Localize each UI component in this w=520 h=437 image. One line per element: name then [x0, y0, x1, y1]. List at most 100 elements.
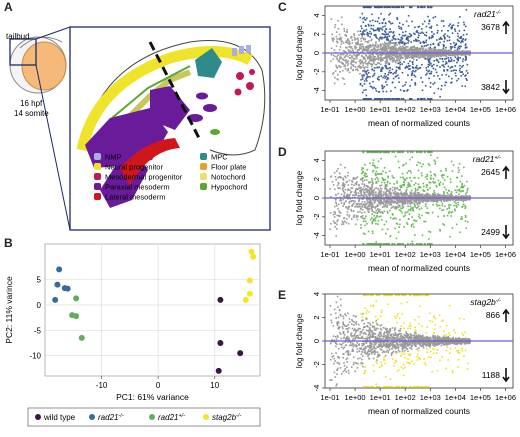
ma-point-gray: [462, 54, 465, 56]
ma-point-sig: [453, 201, 456, 203]
ma-point-sig: [398, 81, 400, 83]
ma-point-gray: [365, 347, 367, 349]
ma-point-gray: [354, 188, 357, 191]
ma-point-gray: [365, 188, 368, 191]
ma-point-gray: [346, 53, 348, 56]
ma-point-gray: [373, 62, 375, 65]
ma-point-sig: [464, 216, 467, 218]
ma-point-gray: [356, 181, 358, 183]
ma-point-sig: [458, 45, 460, 48]
ma-point-sig: [461, 39, 464, 41]
ma-point-gray: [371, 210, 373, 213]
ma-point-gray: [428, 199, 430, 201]
ma-point-cap: [382, 151, 385, 154]
ma-point-sig: [401, 38, 403, 40]
ma-point-sig: [418, 39, 420, 42]
ma-point-gray: [378, 208, 381, 211]
ma-point-gray: [468, 198, 470, 200]
ma-point-sig: [467, 187, 469, 190]
ma-point-gray: [345, 41, 348, 44]
ma-point-gray: [444, 50, 447, 53]
ma-point-gray: [428, 199, 430, 202]
ma-point-sig: [406, 172, 409, 174]
ma-point-gray: [358, 66, 361, 68]
ma-point-sig: [378, 22, 381, 25]
ma-point-gray: [362, 64, 365, 67]
ma-point-gray: [359, 43, 362, 46]
ma-point-gray: [341, 58, 344, 60]
ma-point-gray: [344, 188, 347, 191]
ma-point-gray: [415, 48, 418, 50]
ma-point-gray: [419, 202, 421, 205]
ma-point-gray: [370, 38, 373, 41]
ma-point-cap: [367, 243, 370, 245]
ma-point-sig: [464, 85, 467, 88]
ma-point-sig: [448, 25, 450, 27]
ma-point-gray: [392, 197, 395, 200]
ma-point-sig: [456, 176, 459, 179]
ma-point-sig: [461, 182, 463, 185]
ma-point-sig: [362, 33, 364, 35]
ma-point-sig: [407, 74, 409, 76]
ma-point-sig: [433, 191, 436, 194]
ma-ytick-1: 2: [312, 32, 321, 36]
ma-point-sig: [450, 58, 453, 61]
ma-point-gray: [394, 47, 397, 50]
ma-point-gray: [386, 59, 388, 62]
ma-point-gray: [352, 338, 354, 341]
ma-point-gray: [370, 45, 373, 47]
ma-point-cap: [402, 151, 404, 154]
ma-point-gray: [431, 198, 434, 201]
ma-point-sig: [383, 33, 385, 36]
ma-point-gray: [374, 51, 376, 53]
ma-point-gray: [363, 203, 365, 205]
ma-point-gray: [345, 31, 348, 33]
ma-point-sig: [361, 178, 363, 181]
ma-point-gray: [390, 199, 393, 201]
ma-point-gray: [390, 354, 393, 356]
ma-point-gray: [331, 33, 333, 36]
ma-point-sig: [448, 206, 450, 208]
ma-point-sig: [365, 80, 368, 82]
ma-point-sig: [428, 77, 430, 80]
ma-point-cap: [392, 6, 395, 9]
ma-point-gray: [329, 188, 331, 190]
ma-point-gray: [385, 195, 388, 197]
ma-point-gray: [450, 193, 452, 196]
ma-point-gray: [399, 328, 402, 330]
ma-point-gray: [366, 40, 369, 43]
ma-point-cap: [391, 243, 394, 245]
ma-point-sig: [412, 206, 414, 209]
ma-point-gray: [339, 196, 341, 199]
ma-point-gray: [357, 30, 359, 33]
ma-point-sig: [405, 81, 407, 84]
ma-point-sig: [385, 75, 388, 78]
ma-point-gray: [387, 332, 389, 334]
ma-point-gray: [338, 215, 341, 218]
ma-point-sig: [426, 175, 428, 177]
ma-point-gray: [361, 49, 364, 51]
ma-point-sig: [376, 176, 378, 179]
ma-point-sig: [378, 66, 381, 69]
ma-point-gray: [334, 76, 336, 79]
ma-point-sig: [409, 65, 411, 67]
ma-point-gray: [340, 16, 343, 19]
ma-point-sig: [442, 34, 445, 37]
ma-point-sig: [431, 34, 434, 37]
ma-point-gray: [463, 52, 465, 55]
ma-point-gray: [447, 199, 449, 202]
ma-point-gray: [362, 217, 364, 220]
ma-point-sig: [407, 39, 409, 41]
pca-xtick-0: -10: [96, 381, 108, 390]
ma-point-gray: [381, 49, 384, 52]
ma-point-gray: [431, 55, 434, 58]
legend-label-4: Lateral mesoderm: [105, 193, 165, 202]
ma-point-cap: [368, 6, 370, 9]
ma-point-gray: [339, 36, 342, 39]
ma-point-sig: [437, 44, 440, 46]
ma-point-gray: [352, 210, 355, 212]
ma-point-sig: [403, 184, 405, 187]
ma-point-gray: [410, 54, 413, 57]
ma-point-sig: [427, 189, 429, 191]
ma-point-sig: [460, 175, 463, 177]
